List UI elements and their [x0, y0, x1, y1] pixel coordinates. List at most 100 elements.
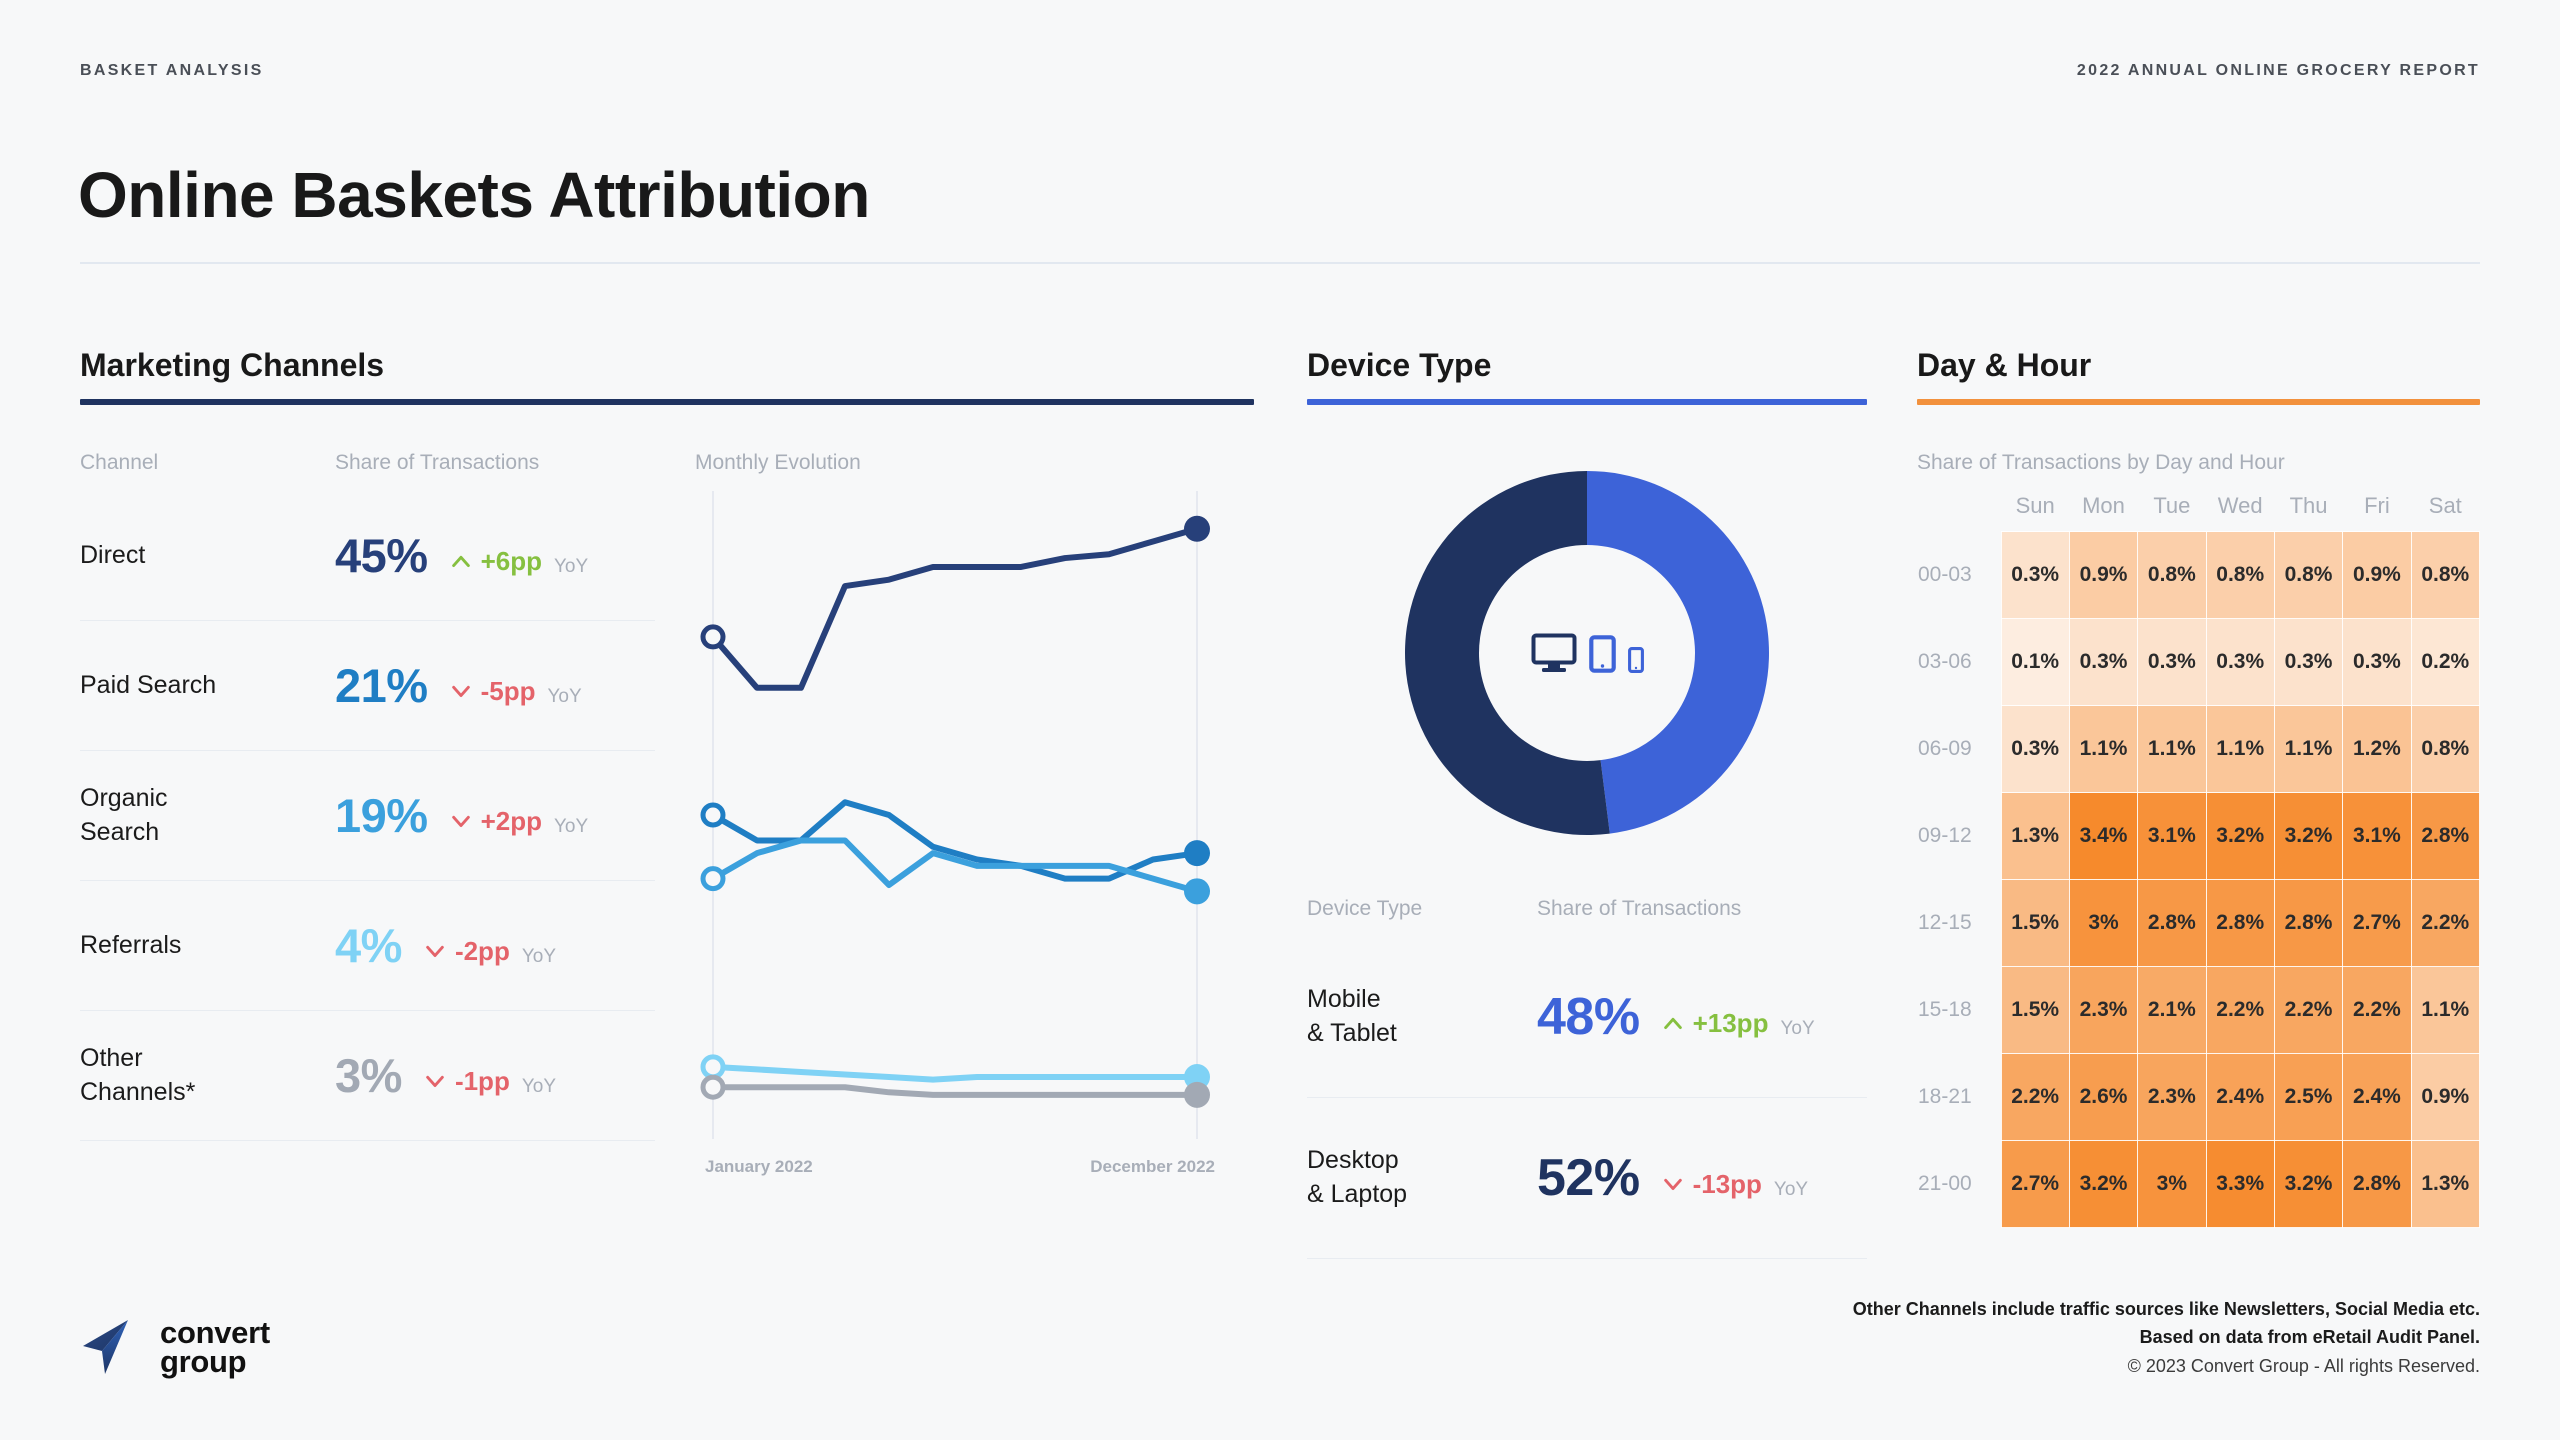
- heatmap-cell[interactable]: 2.4%: [2205, 1053, 2275, 1142]
- heatmap-cell[interactable]: 2.4%: [2342, 1053, 2412, 1142]
- heatmap-cell[interactable]: 1.3%: [2000, 792, 2070, 881]
- channel-delta: +6pp: [480, 545, 542, 576]
- heatmap-cell[interactable]: 0.3%: [2068, 618, 2139, 707]
- channel-delta: -1pp: [454, 1065, 510, 1096]
- marketing-section-title: Marketing Channels: [80, 347, 385, 383]
- donut-svg: [1405, 471, 1770, 836]
- heatmap-header-row: Sun Mon Tue Wed Thu Fri Sat: [1917, 493, 2480, 532]
- heatmap-cell[interactable]: 3.4%: [2068, 792, 2139, 881]
- table-row: Direct 45% +6pp YoY: [80, 491, 655, 622]
- section-device-type: Device Type: [1307, 347, 1867, 1260]
- heatmap-cell[interactable]: 3.1%: [2342, 792, 2412, 881]
- heatmap-cell[interactable]: 2.1%: [2137, 966, 2207, 1055]
- channel-name: Organic Search: [80, 782, 335, 850]
- heatmap-cell[interactable]: 2.7%: [2000, 1140, 2070, 1229]
- device-delta: -13pp: [1692, 1168, 1762, 1199]
- heatmap-cell[interactable]: 1.1%: [2273, 705, 2344, 794]
- heatmap-cell[interactable]: 0.1%: [2000, 618, 2070, 707]
- channel-name-line2: Channels*: [80, 1077, 196, 1106]
- heatmap-cell[interactable]: 2.8%: [2273, 879, 2344, 968]
- heatmap-cell[interactable]: 0.3%: [2205, 618, 2275, 707]
- heatmap-cell[interactable]: 0.8%: [2410, 531, 2481, 620]
- eyebrow-left: BASKET ANALYSIS: [80, 62, 264, 79]
- heatmap-cell[interactable]: 0.3%: [2273, 618, 2344, 707]
- axis-label-start: January 2022: [705, 1157, 813, 1177]
- dayhour-accent-rule: [1917, 399, 2480, 406]
- heatmap-cell[interactable]: 0.3%: [2137, 618, 2207, 707]
- heatmap-cell[interactable]: 3%: [2137, 1140, 2207, 1229]
- table-header-row: Channel Share of Transactions: [80, 451, 655, 491]
- heatmap-day-header: Mon: [2082, 493, 2125, 519]
- col-header-share: Share of Transactions: [335, 451, 540, 475]
- heatmap-day-header: Sat: [2428, 493, 2462, 519]
- heatmap-cell[interactable]: 3%: [2068, 879, 2139, 968]
- device-name-line1: Mobile: [1307, 985, 1381, 1014]
- heatmap-cell[interactable]: 1.5%: [2000, 879, 2070, 968]
- heatmap-cell[interactable]: 3.2%: [2205, 792, 2275, 881]
- heatmap-cell[interactable]: 0.8%: [2137, 531, 2207, 620]
- channel-share-value: 4%: [335, 919, 402, 973]
- heatmap-cell[interactable]: 2.3%: [2068, 966, 2139, 1055]
- heatmap-cell[interactable]: 0.3%: [2000, 705, 2070, 794]
- heatmap-cell[interactable]: 2.5%: [2273, 1053, 2344, 1142]
- channel-delta: -2pp: [454, 935, 510, 966]
- heatmap-cell[interactable]: 1.1%: [2205, 705, 2275, 794]
- heatmap-cell[interactable]: 0.8%: [2205, 531, 2275, 620]
- heatmap-cell[interactable]: 0.3%: [2342, 618, 2412, 707]
- heatmap-cell[interactable]: 3.2%: [2068, 1140, 2139, 1229]
- chevron-up-icon: [451, 556, 470, 568]
- heatmap-cell[interactable]: 0.8%: [2273, 531, 2344, 620]
- heatmap-cell[interactable]: 2.8%: [2137, 879, 2207, 968]
- heatmap-cell[interactable]: 1.1%: [2410, 966, 2481, 1055]
- device-delta: +13pp: [1692, 1007, 1769, 1038]
- heatmap-cell[interactable]: 2.8%: [2342, 1140, 2412, 1229]
- heatmap-cell[interactable]: 3.2%: [2273, 1140, 2344, 1229]
- heatmap-cell[interactable]: 1.1%: [2137, 705, 2207, 794]
- heatmap-cell[interactable]: 2.7%: [2342, 879, 2412, 968]
- heatmap-day-header: Fri: [2364, 493, 2390, 519]
- heatmap-cell[interactable]: 0.3%: [2000, 531, 2070, 620]
- logo-wordmark: convert group: [160, 1316, 270, 1377]
- heatmap-cell[interactable]: 1.1%: [2068, 705, 2139, 794]
- heatmap-corner-cell: [1917, 493, 2001, 532]
- heatmap-cell[interactable]: 3.2%: [2273, 792, 2344, 881]
- device-name: Desktop & Laptop: [1307, 1144, 1537, 1212]
- heatmap-cell[interactable]: 0.9%: [2342, 531, 2412, 620]
- heatmap-day-header: Sun: [2015, 493, 2055, 519]
- heatmap-cell[interactable]: 2.6%: [2068, 1053, 2139, 1142]
- heatmap-day-header: Wed: [2217, 493, 2263, 519]
- device-accent-rule: [1307, 399, 1867, 406]
- device-donut-chart: [1307, 453, 1867, 853]
- heatmap-cell[interactable]: 1.5%: [2000, 966, 2070, 1055]
- chart-title: Monthly Evolution: [695, 451, 861, 475]
- col-header-device-type: Device Type: [1307, 897, 1423, 921]
- footnote-data-source: Based on data from eRetail Audit Panel.: [2139, 1326, 2480, 1347]
- heatmap-cell[interactable]: 2.2%: [2000, 1053, 2070, 1142]
- heatmap-cell[interactable]: 1.3%: [2410, 1140, 2481, 1229]
- heatmap-cell[interactable]: 2.2%: [2205, 966, 2275, 1055]
- heatmap-cell[interactable]: 0.9%: [2068, 531, 2139, 620]
- heatmap-cell[interactable]: 2.3%: [2137, 1053, 2207, 1142]
- heatmap-cell[interactable]: 2.8%: [2410, 792, 2481, 881]
- heatmap-cell[interactable]: 0.9%: [2410, 1053, 2481, 1142]
- device-name-line1: Desktop: [1307, 1146, 1399, 1175]
- heatmap-cell[interactable]: 0.2%: [2410, 618, 2481, 707]
- heatmap-cell[interactable]: 2.2%: [2273, 966, 2344, 1055]
- heatmap-cell[interactable]: 3.1%: [2137, 792, 2207, 881]
- heatmap-cell[interactable]: 1.2%: [2342, 705, 2412, 794]
- heatmap-cell[interactable]: 2.2%: [2342, 966, 2412, 1055]
- heatmap-hour-label: 06-09: [1918, 737, 1972, 761]
- header-bar: BASKET ANALYSIS 2022 ANNUAL ONLINE GROCE…: [80, 62, 2480, 84]
- channel-share-value: 45%: [335, 529, 428, 583]
- yoy-label: YoY: [1773, 1179, 1809, 1201]
- table-row: Referrals 4% -2pp YoY: [80, 881, 655, 1012]
- heatmap-cell[interactable]: 2.2%: [2410, 879, 2481, 968]
- heatmap-cell[interactable]: 3.3%: [2205, 1140, 2275, 1229]
- heatmap-cell[interactable]: 0.8%: [2410, 705, 2481, 794]
- heatmap-cell[interactable]: 2.8%: [2205, 879, 2275, 968]
- day-hour-heatmap: Sun Mon Tue Wed Thu Fri Sat 00-03 0.3% 0.9% 0.8% 0.…: [1917, 493, 2481, 1229]
- table-row: Desktop & Laptop 52% -13pp YoY: [1307, 1098, 1867, 1260]
- channel-delta: -5pp: [480, 675, 536, 706]
- yoy-label: YoY: [521, 1076, 556, 1098]
